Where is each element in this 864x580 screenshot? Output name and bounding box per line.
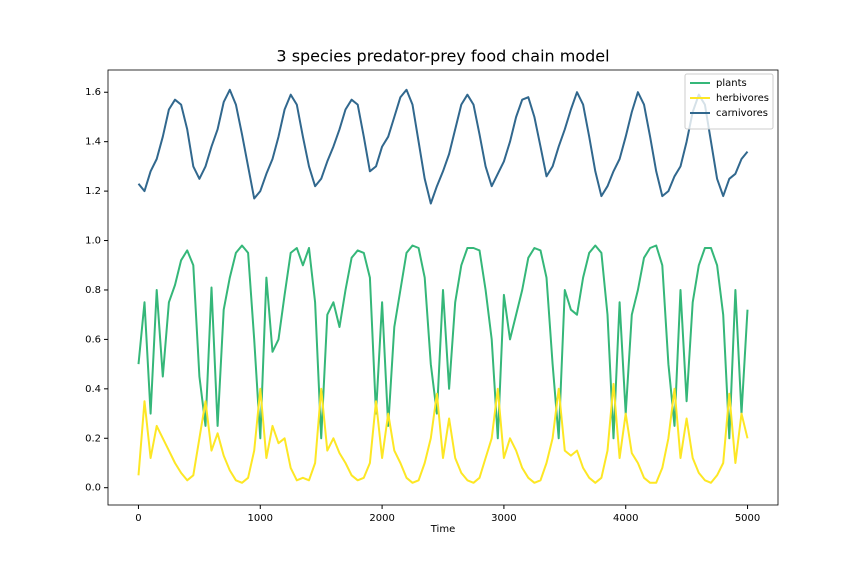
legend-label: plants — [716, 78, 747, 89]
y-tick-label: 1.6 — [85, 87, 101, 98]
y-tick-label: 1.4 — [85, 137, 101, 148]
x-tick-label: 0 — [135, 513, 141, 524]
y-tick-label: 0.6 — [85, 334, 101, 345]
plot-frame — [107, 69, 779, 506]
y-tick-label: 0.8 — [85, 285, 101, 296]
x-tick-label: 2000 — [369, 513, 394, 524]
x-tick-label: 1000 — [248, 513, 273, 524]
y-tick-label: 1.2 — [85, 186, 101, 197]
chart-title: 3 species predator-prey food chain model — [276, 47, 609, 66]
series-line — [137, 382, 749, 484]
x-tick-label: 4000 — [613, 513, 638, 524]
y-tick-label: 0.2 — [85, 433, 101, 444]
x-tick-label: 5000 — [735, 513, 760, 524]
series-line — [137, 244, 749, 440]
y-tick-label: 0.4 — [85, 384, 101, 395]
legend-box — [684, 73, 774, 130]
legend: plants herbivores carnivores — [684, 73, 774, 130]
x-tick-label: 3000 — [491, 513, 516, 524]
legend-label: carnivores — [716, 108, 768, 119]
legend-label: herbivores — [716, 93, 769, 104]
y-tick-label: 0.0 — [85, 483, 101, 494]
y-tick-label: 1.0 — [85, 236, 101, 247]
series-line — [137, 88, 749, 205]
x-axis-label: Time — [430, 524, 455, 535]
